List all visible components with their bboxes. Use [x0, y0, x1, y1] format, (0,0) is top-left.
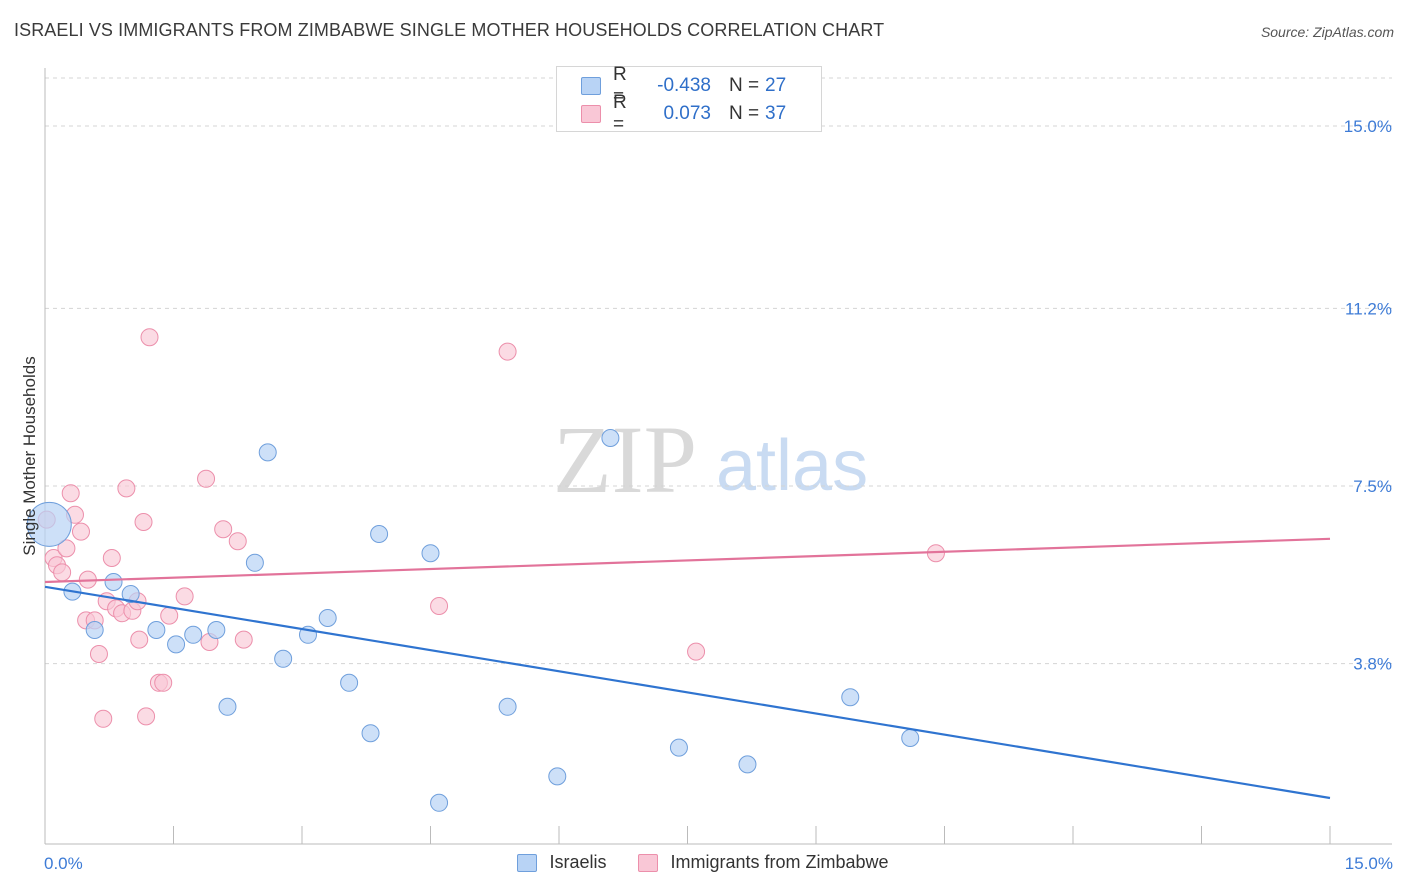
- zimbabwe-point: [140, 328, 159, 347]
- israelis-point: [421, 544, 440, 563]
- y-tick-label: 7.5%: [1353, 477, 1392, 496]
- zimbabwe-point: [57, 539, 76, 558]
- israelis-point: [104, 573, 123, 591]
- zimbabwe-point: [154, 673, 173, 692]
- series-legend: Israelis Immigrants from Zimbabwe: [0, 852, 1406, 873]
- y-tick-label: 3.8%: [1353, 655, 1392, 674]
- israelis-point: [361, 724, 380, 743]
- legend-n-value: 27: [765, 75, 787, 96]
- zimbabwe-point: [94, 709, 113, 728]
- israelis-point: [121, 585, 140, 603]
- x-tick-label: 0.0%: [44, 854, 83, 873]
- israelis-point: [901, 729, 920, 747]
- israelis-swatch: [581, 77, 601, 95]
- zimbabwe-point: [160, 606, 179, 625]
- israelis-point: [370, 525, 389, 543]
- trend-lines: [44, 537, 1331, 800]
- israelis-point: [601, 429, 620, 447]
- legend-r-label: R =: [613, 64, 627, 107]
- israelis-point: [430, 793, 449, 812]
- zimbabwe-point: [89, 645, 108, 663]
- zimbabwe-point: [234, 630, 253, 649]
- zimbabwe-point: [117, 479, 136, 498]
- israelis-trend-line: [44, 585, 1331, 800]
- zimbabwe-point: [687, 642, 706, 661]
- correlation-legend: R = -0.438 N = 27 R = 0.073 N = 37: [556, 64, 822, 135]
- israelis-point: [85, 621, 104, 639]
- y-tick-label: 11.2%: [1345, 299, 1392, 318]
- legend-label-zimbabwe: Immigrants from Zimbabwe: [670, 852, 889, 872]
- watermark-zip: ZIP: [553, 406, 697, 513]
- watermark-atlas: atlas: [716, 426, 868, 506]
- legend-r-value: 0.073: [663, 103, 711, 124]
- tick-labels: 3.8% 7.5% 11.2% 15.0% 0.0% 15.0%: [44, 117, 1393, 873]
- zimbabwe-point: [102, 549, 121, 567]
- y-tick-label: 15.0%: [1344, 117, 1392, 136]
- israelis-point: [245, 553, 264, 572]
- israelis-point: [274, 649, 293, 668]
- israelis-point: [258, 443, 277, 462]
- zimbabwe-legend-swatch: [638, 853, 659, 872]
- zimbabwe-points: [37, 328, 945, 728]
- legend-row-zimbabwe: R = 0.073 N = 37: [581, 92, 787, 135]
- israelis-legend-swatch: [517, 853, 538, 872]
- legend-item-israelis: Israelis: [517, 852, 606, 873]
- watermark: ZIP atlas: [553, 406, 868, 513]
- zimbabwe-trend-line: [44, 537, 1331, 584]
- legend-r-value: -0.438: [657, 75, 711, 96]
- legend-r-label: R =: [613, 92, 627, 135]
- zimbabwe-point: [430, 597, 449, 615]
- zimbabwe-point: [214, 520, 233, 539]
- israelis-point: [218, 697, 237, 716]
- zimbabwe-point: [71, 522, 90, 541]
- israelis-point: [207, 621, 226, 639]
- israelis-point: [669, 738, 688, 757]
- x-tick-label: 15.0%: [1345, 854, 1393, 873]
- israelis-point: [26, 501, 72, 547]
- israelis-point: [318, 609, 337, 627]
- israelis-point: [340, 673, 359, 692]
- zimbabwe-swatch: [581, 105, 601, 123]
- legend-label-israelis: Israelis: [549, 852, 607, 872]
- israelis-point: [498, 697, 517, 716]
- legend-n-value: 37: [765, 103, 787, 124]
- zimbabwe-point: [61, 484, 80, 503]
- israelis-point: [184, 625, 203, 644]
- israelis-point: [548, 767, 567, 786]
- zimbabwe-point: [175, 587, 194, 606]
- zimbabwe-point: [498, 342, 517, 361]
- israelis-point: [841, 688, 860, 707]
- legend-n-label: N =: [729, 75, 760, 96]
- zimbabwe-point: [137, 707, 156, 726]
- legend-item-zimbabwe: Immigrants from Zimbabwe: [638, 852, 889, 873]
- israelis-point: [167, 635, 186, 654]
- zimbabwe-point: [53, 563, 72, 582]
- axes: [44, 68, 1392, 845]
- zimbabwe-point: [134, 513, 153, 531]
- y-axis-label: Single Mother Households: [20, 356, 39, 555]
- israelis-point: [738, 755, 757, 774]
- zimbabwe-point: [130, 630, 149, 649]
- legend-n-label: N =: [729, 103, 760, 124]
- zimbabwe-point: [197, 469, 216, 488]
- source-credit: Source: ZipAtlas.com: [1260, 24, 1394, 40]
- chart-title: ISRAELI VS IMMIGRANTS FROM ZIMBABWE SING…: [14, 20, 885, 40]
- legend-row-israelis: R = -0.438 N = 27: [581, 64, 787, 107]
- zimbabwe-point: [228, 532, 247, 551]
- israelis-point: [147, 621, 166, 639]
